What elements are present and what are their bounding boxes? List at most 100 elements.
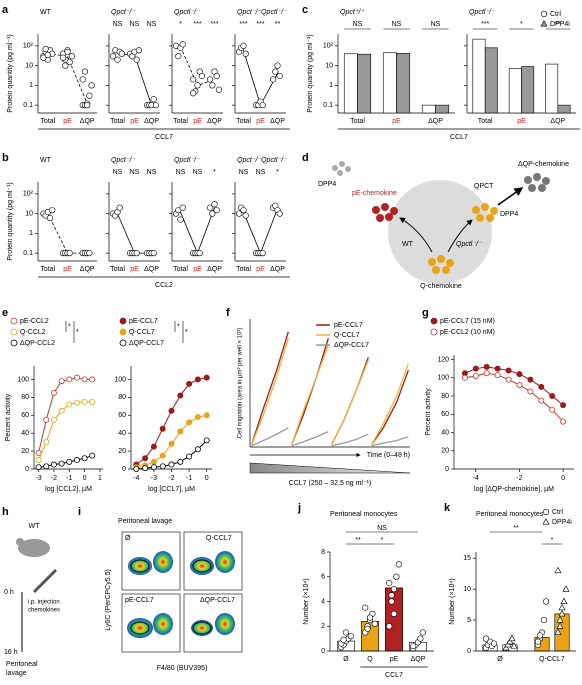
- data-point: [494, 372, 501, 379]
- data-point: [194, 376, 201, 383]
- data-point: [549, 393, 556, 400]
- y-axis-label: Ly6C (PerCPCy5.5): [105, 569, 112, 631]
- panel-label: h: [2, 506, 9, 518]
- data-point: [527, 376, 534, 383]
- significance: NS: [431, 21, 441, 28]
- y-tick-label: 1: [329, 82, 333, 89]
- data-point: [175, 53, 182, 60]
- significance: NS: [377, 525, 387, 532]
- y-tick-label: 0: [467, 648, 471, 655]
- data-point: [186, 380, 193, 387]
- y-tick-label: 0.1: [23, 250, 33, 257]
- y-tick-label: 4: [321, 598, 325, 605]
- data-point: [527, 388, 534, 395]
- mean-line: [117, 213, 152, 254]
- x-tick-label: ΔQP: [80, 266, 95, 273]
- group-label: CCL7: [385, 672, 403, 679]
- data-point: [196, 250, 203, 257]
- significance: NS: [392, 21, 402, 28]
- data-point: [177, 216, 184, 223]
- data-point: [40, 54, 47, 61]
- x-tick-label: Total: [110, 118, 125, 125]
- data-point: [168, 461, 175, 468]
- subplot-title: Qpct⁻/⁻: [111, 9, 136, 16]
- data-point: [508, 634, 516, 642]
- data-point: [506, 637, 514, 645]
- significance: NS: [113, 21, 123, 28]
- group-label: CCL2: [155, 282, 173, 289]
- label: Q-chemokine: [420, 283, 462, 290]
- data-point: [89, 452, 96, 459]
- arrow: [497, 187, 524, 206]
- significance: **: [555, 21, 561, 28]
- legend-label: Ctrl: [550, 11, 561, 18]
- data-point: [211, 201, 218, 208]
- legend-label: pE-CCL7 (15 nM): [440, 318, 495, 325]
- subplot-title: WT: [40, 157, 52, 164]
- bar: [385, 587, 403, 652]
- y-tick-label: 15: [463, 555, 471, 562]
- x-tick-label: Total: [173, 118, 188, 125]
- data-point: [236, 210, 243, 217]
- data-point: [510, 642, 518, 649]
- data-point: [35, 457, 42, 464]
- data-point: [516, 382, 523, 389]
- data-point: [68, 53, 75, 60]
- data-point: [276, 210, 283, 217]
- y-axis-label: Number (×10⁴): [303, 578, 310, 624]
- plot-label: ΔQP-CCL7: [200, 597, 235, 604]
- legend-label: Q-CCL7: [334, 332, 360, 339]
- bar: [357, 53, 372, 114]
- data-point: [133, 56, 140, 63]
- label: 16 h: [4, 649, 18, 656]
- x-tick-label: ΔQP: [144, 266, 159, 273]
- y-tick-label: 20: [118, 448, 126, 455]
- data-point: [272, 68, 279, 75]
- gradient-wedge: [249, 462, 411, 474]
- x-tick-label: Total: [478, 118, 493, 125]
- x-axis-label: F4/80 (BUV395): [157, 665, 208, 672]
- data-point: [270, 76, 277, 83]
- legend-marker: [119, 328, 127, 336]
- data-point: [274, 62, 281, 69]
- data-point: [66, 59, 73, 66]
- x-tick-label: ΔQP: [428, 118, 443, 125]
- data-point: [276, 72, 283, 80]
- legend-marker: [430, 328, 438, 336]
- x-tick-label: Total: [236, 266, 251, 273]
- data-point: [150, 443, 157, 450]
- subplot-title: Qpctl⁻/⁻: [469, 9, 496, 16]
- bar: [508, 68, 522, 114]
- panel-label: c: [302, 4, 308, 16]
- x-tick-label: ΔQP: [270, 266, 285, 273]
- x-tick-label: Total: [236, 118, 251, 125]
- bar: [557, 104, 571, 114]
- data-point: [242, 212, 249, 219]
- data-point: [159, 452, 166, 459]
- panel-i: i Peritoneal lavage Ly6C (PerCPCy5.5) F4…: [78, 506, 243, 672]
- x-tick-label: ΔQP: [207, 266, 222, 273]
- data-point: [190, 90, 197, 97]
- y-tick-label: 40: [441, 429, 449, 436]
- x-tick-label: -1: [66, 475, 72, 482]
- panel-label: f: [226, 307, 230, 319]
- y-tick-label: 10²: [23, 43, 34, 50]
- x-tick-label: -1: [186, 475, 192, 482]
- data-point: [534, 638, 542, 645]
- cluster: [524, 173, 550, 192]
- label: WT: [402, 241, 414, 248]
- significance: NS: [113, 169, 123, 176]
- x-tick-label: Q: [367, 656, 373, 663]
- data-point: [364, 625, 371, 632]
- significance: *: [213, 169, 216, 176]
- data-point: [560, 418, 567, 425]
- data-point: [86, 92, 93, 99]
- data-point: [472, 365, 479, 372]
- data-point: [177, 458, 184, 465]
- legend-marker: [540, 10, 548, 18]
- label: QPCT: [474, 183, 494, 190]
- panel-label: g: [422, 307, 429, 319]
- fit-line: [38, 401, 93, 461]
- data-point: [43, 416, 50, 423]
- x-tick-label: -2: [168, 475, 174, 482]
